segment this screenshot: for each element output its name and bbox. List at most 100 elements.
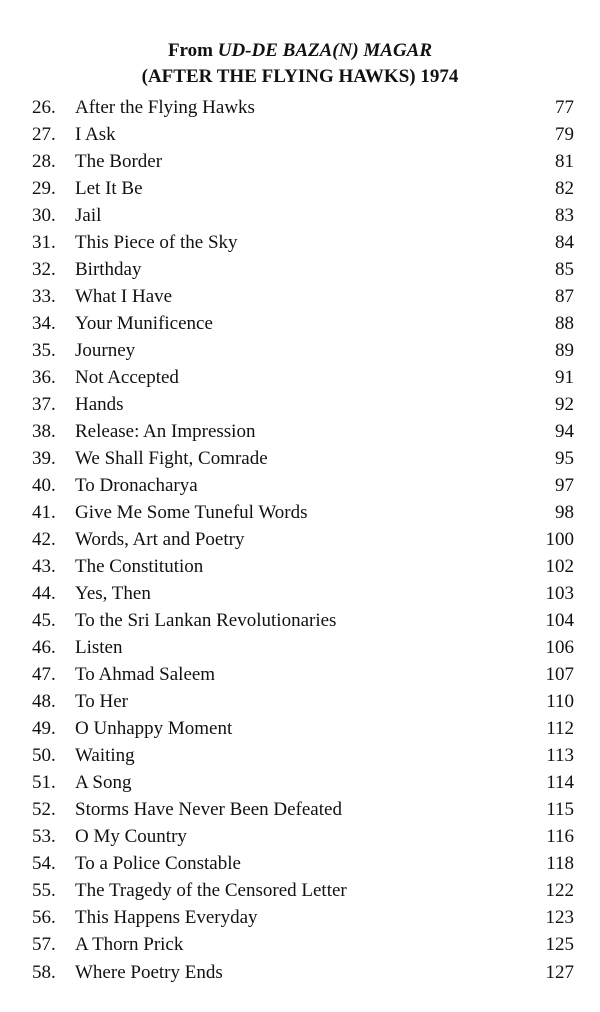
entry-page: 92: [555, 394, 574, 416]
entry-page: 116: [546, 826, 574, 848]
entry-title: Journey: [75, 340, 136, 362]
contents-entry: 26. After the Flying Hawks 77: [0, 94, 600, 121]
entry-title: To a Police Constable: [75, 853, 241, 875]
entry-number: 29.: [32, 178, 56, 200]
contents-entry: 27. I Ask 79: [0, 121, 600, 148]
entry-number: 54.: [32, 853, 56, 875]
entry-title: The Border: [75, 151, 163, 173]
entry-title: To Ahmad Saleem: [75, 664, 216, 686]
entry-title: Birthday: [75, 259, 142, 281]
entry-page: 127: [545, 961, 575, 983]
contents-entry: 57. A Thorn Prick 125: [0, 931, 600, 958]
entry-number: 55.: [32, 880, 56, 902]
contents-entry: 49. O Unhappy Moment 112: [0, 715, 600, 742]
contents-entry: 29. Let It Be 82: [0, 175, 600, 202]
entry-title: The Constitution: [75, 556, 204, 578]
entry-page: 102: [545, 556, 575, 578]
section-heading: From UD-DE BAZA(N) MAGAR: [0, 40, 600, 62]
contents-entry: 46. Listen 106: [0, 634, 600, 661]
entry-page: 85: [555, 259, 574, 281]
section-subheading: (AFTER THE FLYING HAWKS) 1974: [141, 66, 459, 87]
entry-page: 104: [545, 610, 575, 632]
entry-title: A Thorn Prick: [75, 934, 184, 956]
entry-title: After the Flying Hawks: [75, 97, 255, 118]
entry-title: Storms Have Never Been Defeated: [75, 799, 342, 821]
entry-number: 42.: [32, 529, 56, 551]
entry-number: 50.: [32, 745, 56, 767]
entry-page: 98: [555, 502, 574, 524]
entry-number: 46.: [32, 637, 56, 659]
contents-entry: 34. Your Munificence 88: [0, 310, 600, 337]
contents-entry: 38. Release: An Impression 94: [0, 418, 600, 445]
entry-page: 114: [546, 772, 574, 794]
entry-page: 79: [555, 124, 574, 146]
entry-page: 83: [555, 205, 574, 227]
entry-title: Release: An Impression: [75, 421, 256, 443]
contents-entry: 45. To the Sri Lankan Revolutionaries 104: [0, 607, 600, 634]
contents-entry: 47. To Ahmad Saleem 107: [0, 661, 600, 688]
contents-entry: 54. To a Police Constable 118: [0, 850, 600, 877]
entry-number: 36.: [32, 367, 56, 389]
contents-entry: 31. This Piece of the Sky 84: [0, 229, 600, 256]
entry-number: 26.: [32, 97, 56, 118]
contents-entry: 53. O My Country 116: [0, 823, 600, 850]
entry-number: 48.: [32, 691, 56, 713]
entry-number: 27.: [32, 124, 56, 146]
entry-title: To Dronacharya: [75, 475, 198, 497]
entry-number: 35.: [32, 340, 56, 362]
contents-entry: 42. Words, Art and Poetry 100: [0, 526, 600, 553]
entry-page: 125: [545, 934, 575, 956]
contents-entry: 35. Journey 89: [0, 337, 600, 364]
entry-page: 88: [555, 313, 574, 335]
entry-title: The Tragedy of the Censored Letter: [75, 880, 347, 902]
entry-page: 110: [546, 691, 574, 713]
entry-title: A Song: [75, 772, 132, 794]
contents-entry: 28. The Border 81: [0, 148, 600, 175]
contents-entry: 51. A Song 114: [0, 769, 600, 796]
entry-page: 77: [555, 97, 574, 118]
entry-number: 43.: [32, 556, 56, 578]
entry-title: Not Accepted: [75, 367, 179, 389]
contents-entry: 36. Not Accepted 91: [0, 364, 600, 391]
contents-entry: 43. The Constitution 102: [0, 553, 600, 580]
entry-number: 30.: [32, 205, 56, 227]
contents-entry: 32. Birthday 85: [0, 256, 600, 283]
entry-title: Where Poetry Ends: [75, 961, 223, 983]
entry-number: 51.: [32, 772, 56, 794]
entry-number: 33.: [32, 286, 56, 308]
contents-entry: 56. This Happens Everyday 123: [0, 904, 600, 931]
entry-number: 58.: [32, 961, 56, 983]
entry-page: 97: [555, 475, 574, 497]
entry-page: 122: [545, 880, 575, 902]
entry-number: 45.: [32, 610, 56, 632]
entry-number: 52.: [32, 799, 56, 821]
entry-number: 47.: [32, 664, 56, 686]
entry-number: 56.: [32, 907, 56, 929]
entry-page: 123: [545, 907, 575, 929]
entry-title: To Her: [75, 691, 129, 713]
entry-page: 115: [546, 799, 574, 821]
contents-entry: 50. Waiting 113: [0, 742, 600, 769]
entry-number: 53.: [32, 826, 56, 848]
contents-list: 26. After the Flying Hawks 77 27. I Ask 79 28.…: [0, 94, 600, 986]
entry-page: 107: [545, 664, 575, 686]
entry-number: 38.: [32, 421, 56, 443]
entry-page: 95: [555, 448, 574, 470]
contents-entry: 48. To Her 110: [0, 688, 600, 715]
entry-title: I Ask: [75, 124, 116, 146]
entry-number: 28.: [32, 151, 56, 173]
contents-entry: 58. Where Poetry Ends 127: [0, 959, 600, 986]
entry-title: This Piece of the Sky: [75, 232, 238, 254]
entry-number: 31.: [32, 232, 56, 254]
entry-page: 91: [555, 367, 574, 389]
entry-number: 44.: [32, 583, 56, 605]
entry-number: 57.: [32, 934, 56, 956]
entry-title: Your Munificence: [75, 313, 213, 335]
entry-title: Waiting: [75, 745, 135, 767]
entry-number: 39.: [32, 448, 56, 470]
entry-title: Hands: [75, 394, 124, 416]
contents-entry: 41. Give Me Some Tuneful Words 98: [0, 499, 600, 526]
entry-title: We Shall Fight, Comrade: [75, 448, 268, 470]
entry-number: 41.: [32, 502, 56, 524]
entry-page: 81: [555, 151, 574, 173]
